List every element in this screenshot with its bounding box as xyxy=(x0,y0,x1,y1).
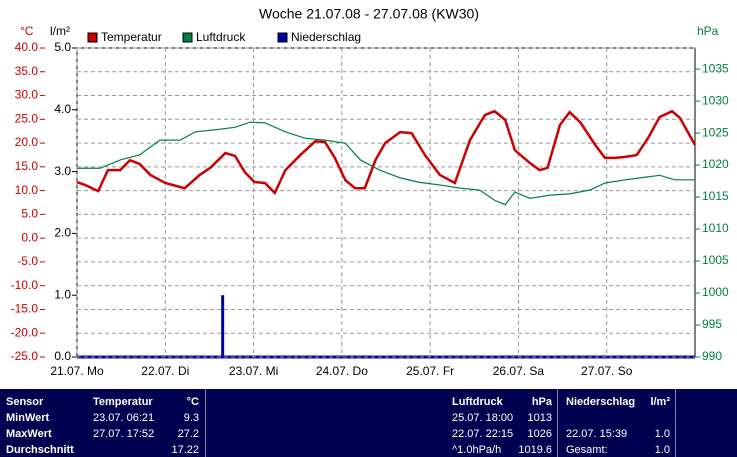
rain-bar xyxy=(221,295,225,357)
legend-swatch xyxy=(182,32,193,43)
legend: Temperatur Luftdruck Niederschlag xyxy=(87,30,361,44)
y-tick-label: -25.0 xyxy=(11,349,39,363)
x-tick-label: 24.07. Do xyxy=(316,364,368,378)
table-cell: Temperatur xyxy=(93,396,153,408)
y2-tick-label: 1005 xyxy=(702,253,729,267)
y3-tick-label: 0.0 xyxy=(54,349,71,363)
table-cell: MinWert xyxy=(6,412,50,424)
table-cell: 27.07. 17:52 xyxy=(93,428,155,440)
y-tick-label: 15.0 xyxy=(15,159,39,173)
table-cell: Luftdruck xyxy=(452,396,503,408)
y3-tick-label: 3.0 xyxy=(54,164,71,178)
table-cell: 23.07. 06:21 xyxy=(93,412,155,424)
y-tick-label: 25.0 xyxy=(15,111,39,125)
table-cell: MaxWert xyxy=(6,428,52,440)
x-tick-label: 21.07. Mo xyxy=(50,364,104,378)
separator xyxy=(675,389,676,457)
y2-tick-label: 1020 xyxy=(702,157,729,171)
y-tick-label: 20.0 xyxy=(15,135,39,149)
y-tick-label: 0.0 xyxy=(21,230,38,244)
table-cell: Durchschnitt xyxy=(6,444,74,456)
table-cell: l/m² xyxy=(650,396,670,408)
x-tick-label: 27.07. So xyxy=(581,364,633,378)
y3-unit: l/m² xyxy=(50,24,70,38)
y-tick-label: 40.0 xyxy=(15,40,39,54)
y-tick-label: -5.0 xyxy=(17,254,38,268)
y-tick-label: 30.0 xyxy=(15,88,39,102)
y2-tick-label: 995 xyxy=(702,317,722,331)
legend-label: Luftdruck xyxy=(196,30,246,44)
table-cell: 1.0 xyxy=(654,444,670,456)
y-tick-label: -20.0 xyxy=(11,325,39,339)
x-tick-label: 22.07. Di xyxy=(141,364,189,378)
y3-tick-label: 2.0 xyxy=(54,226,71,240)
chart-title: Woche 21.07.08 - 27.07.08 (KW30) xyxy=(259,6,479,22)
table-cell: 1013 xyxy=(527,412,552,424)
y-tick-label: -10.0 xyxy=(11,278,39,292)
plot-frame xyxy=(76,47,696,358)
y3-tick-label: 4.0 xyxy=(54,102,71,116)
table-cell: 1026 xyxy=(527,428,552,440)
legend-swatch xyxy=(87,32,98,43)
legend-swatch xyxy=(277,32,288,43)
y2-tick-label: 1000 xyxy=(702,285,729,299)
y2-tick-label: 1025 xyxy=(702,125,729,139)
series-line xyxy=(77,121,695,206)
y2-tick-label: 990 xyxy=(702,349,722,363)
table-cell: 22.07. 15:39 xyxy=(566,428,628,440)
table-cell: Gesamt: xyxy=(566,444,608,456)
y3-tick-label: 1.0 xyxy=(54,287,71,301)
y2-tick-label: 1010 xyxy=(702,221,729,235)
y-unit: °C xyxy=(20,24,34,38)
series-line xyxy=(76,109,697,196)
y-tick-label: 10.0 xyxy=(15,183,39,197)
x-tick-label: 25.07. Fr xyxy=(406,364,454,378)
y2-unit: hPa xyxy=(697,24,719,38)
x-tick-label: 23.07. Mi xyxy=(229,364,278,378)
table-cell: 1019.6 xyxy=(518,444,552,456)
table-cell: °C xyxy=(186,396,199,408)
legend-label: Niederschlag xyxy=(291,30,361,44)
table-cell: 27.2 xyxy=(177,428,199,440)
y2-tick-label: 1035 xyxy=(702,61,729,75)
table-cell: hPa xyxy=(531,396,552,408)
table-cell: ^1.0hPa/h xyxy=(452,444,502,456)
y2-tick-label: 1015 xyxy=(702,189,729,203)
table-cell: Niederschlag xyxy=(566,396,636,408)
chart: Woche 21.07.08 - 27.07.08 (KW30) °C l/m²… xyxy=(11,6,729,378)
separator xyxy=(205,389,206,457)
separator xyxy=(557,389,558,457)
y-tick-label: 35.0 xyxy=(15,64,39,78)
y3-tick-label: 5.0 xyxy=(54,40,71,54)
table-cell: 1.0 xyxy=(654,428,670,440)
table-cell: 17.22 xyxy=(171,444,199,456)
table-cell: 9.3 xyxy=(183,412,199,424)
summary-table: Sensor Temperatur °C Luftdruck hPa Niederschl… xyxy=(0,389,737,457)
y2-tick-label: 1030 xyxy=(702,93,729,107)
table-cell: 25.07. 18:00 xyxy=(452,412,514,424)
table-cell: 22.07. 22:15 xyxy=(452,428,514,440)
x-tick-label: 26.07. Sa xyxy=(493,364,545,378)
legend-label: Temperatur xyxy=(101,30,162,44)
table-cell: Sensor xyxy=(6,396,44,408)
y-tick-label: 5.0 xyxy=(21,207,38,221)
y-tick-label: -15.0 xyxy=(11,302,39,316)
